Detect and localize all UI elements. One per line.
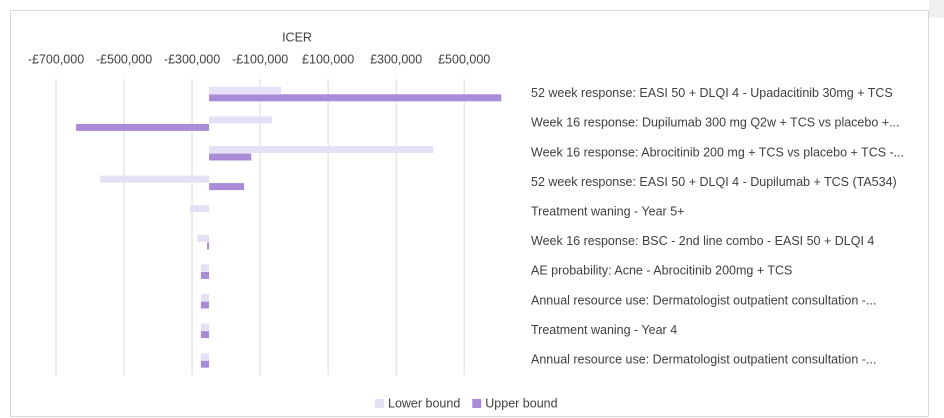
category-label: Treatment waning - Year 4 bbox=[531, 323, 677, 337]
bar bbox=[209, 183, 245, 191]
scrollbar-edge bbox=[929, 0, 944, 18]
bar bbox=[209, 86, 282, 94]
legend-swatch bbox=[375, 399, 384, 408]
bar bbox=[76, 123, 210, 131]
category-label: 52 week response: EASI 50 + DLQI 4 - Dup… bbox=[531, 175, 897, 189]
bar bbox=[200, 294, 210, 301]
bar bbox=[200, 301, 210, 309]
chart-border bbox=[10, 10, 929, 417]
category-label: Annual resource use: Dermatologist outpa… bbox=[531, 293, 876, 307]
bar bbox=[200, 331, 210, 339]
category-label: Week 16 response: BSC - 2nd line combo -… bbox=[531, 234, 874, 248]
category-label: AE probability: Acne - Abrocitinib 200mg… bbox=[531, 264, 792, 278]
x-tick-label: -£300,000 bbox=[164, 52, 220, 66]
category-label: 52 week response: EASI 50 + DLQI 4 - Upa… bbox=[531, 86, 893, 100]
legend-label: Lower bound bbox=[388, 396, 460, 410]
legend-swatch bbox=[472, 399, 482, 408]
bar bbox=[209, 153, 252, 161]
category-label: Treatment waning - Year 5+ bbox=[531, 204, 684, 218]
category-label: Week 16 response: Dupilumab 300 mg Q2w +… bbox=[531, 116, 899, 130]
bar bbox=[200, 323, 210, 331]
bar bbox=[209, 146, 434, 153]
bar bbox=[209, 94, 502, 102]
x-tick-label: £500,000 bbox=[438, 52, 490, 66]
bar bbox=[190, 205, 210, 213]
x-tick-label: -£700,000 bbox=[28, 52, 84, 66]
chart-title: ICER bbox=[282, 30, 312, 44]
x-tick-label: -£100,000 bbox=[232, 52, 288, 66]
category-label: Week 16 response: Abrocitinib 200 mg + T… bbox=[531, 145, 904, 159]
x-tick-label: £300,000 bbox=[370, 52, 422, 66]
bar bbox=[200, 360, 210, 368]
bar bbox=[200, 271, 210, 279]
x-tick-label: -£500,000 bbox=[96, 52, 152, 66]
bar bbox=[200, 353, 210, 361]
bar bbox=[209, 116, 273, 124]
category-label: Annual resource use: Dermatologist outpa… bbox=[531, 352, 876, 366]
bar bbox=[99, 175, 210, 183]
bar bbox=[207, 242, 210, 250]
bar bbox=[197, 234, 210, 242]
x-tick-label: £100,000 bbox=[302, 52, 354, 66]
bar bbox=[200, 264, 210, 272]
legend-label: Upper bound bbox=[485, 396, 557, 410]
